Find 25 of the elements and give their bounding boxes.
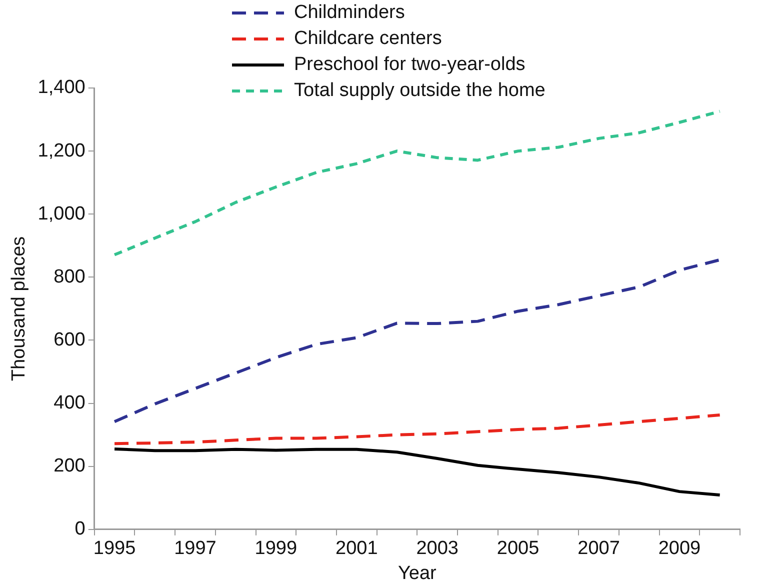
legend-label: Childminders (294, 2, 405, 24)
line-series (113, 413, 722, 446)
y-tick-label: 1,000 (38, 203, 86, 224)
line-series (113, 110, 722, 256)
x-tick-label: 1999 (254, 538, 298, 560)
y-tick-label: 1,200 (38, 140, 86, 162)
x-tick-label: 2009 (658, 538, 701, 560)
x-tick-label: 2003 (416, 538, 458, 560)
legend-label: Childcare centers (294, 28, 442, 50)
line-series (113, 258, 722, 424)
x-tick-label: 2001 (336, 538, 378, 560)
legend-label: Preschool for two-year-olds (294, 54, 526, 76)
y-tick-label: 0 (74, 518, 86, 540)
y-tick-label: 400 (54, 392, 86, 414)
y-tick-label: 800 (54, 266, 86, 288)
x-axis-title: Year (398, 562, 438, 584)
y-tick-label: 200 (54, 456, 86, 477)
x-tick-label: 2005 (496, 538, 540, 560)
x-tick-label: 1995 (93, 538, 136, 560)
legend-label: Total supply outside the home (294, 80, 546, 102)
x-tick-label: 1997 (174, 538, 216, 560)
y-axis-title: Thousand places (8, 236, 30, 382)
y-tick-label: 600 (54, 329, 86, 350)
y-tick-label: 1,400 (38, 77, 86, 98)
x-tick-label: 2007 (578, 538, 620, 560)
